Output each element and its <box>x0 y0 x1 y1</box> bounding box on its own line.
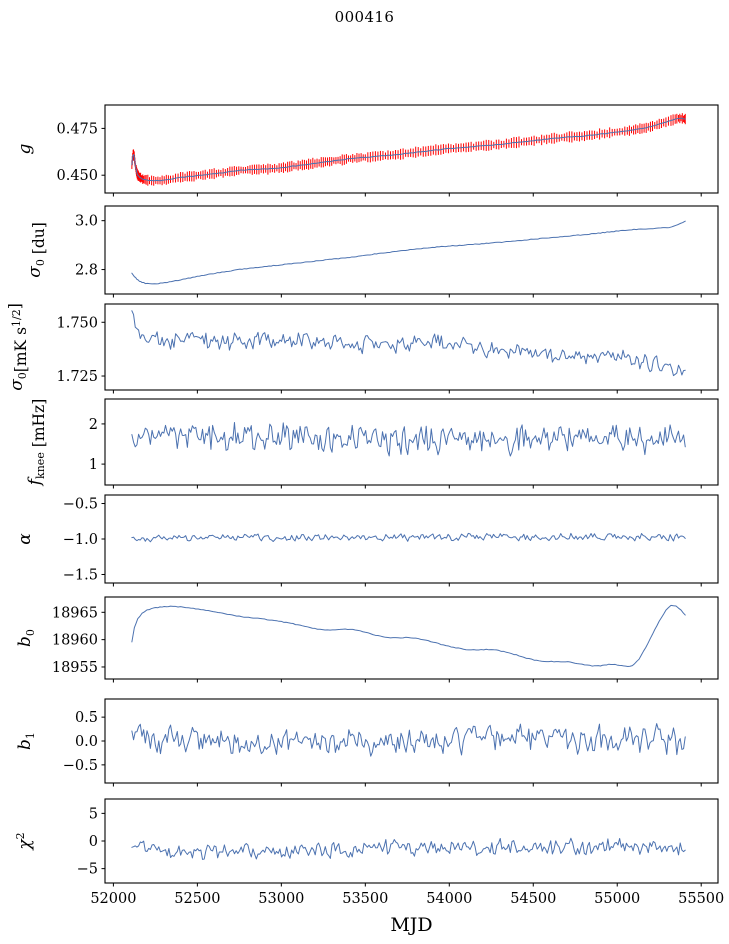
errorbar-group <box>131 113 686 186</box>
panel-b1-6: −0.5 0.0 0.5 b1 <box>15 698 719 787</box>
panel-frame <box>104 596 719 680</box>
y-axis-label: b1 <box>15 732 37 750</box>
data-line-chi2 <box>131 837 686 860</box>
y-axis-label: fknee [mHz] <box>25 399 48 487</box>
y-tick-label: 1 <box>89 457 98 473</box>
x-tick-label: 54000 <box>426 891 472 907</box>
y-axis-label: α <box>15 533 35 545</box>
x-tick-label: 53500 <box>342 891 388 907</box>
data-line-sigma0_mK <box>131 310 686 377</box>
x-tick-label: 52500 <box>174 891 220 907</box>
y-tick-label: −0.5 <box>63 758 98 774</box>
panel-b0-5: 18955 18960 18965 b0 <box>15 596 719 683</box>
y-tick-label: 18955 <box>52 660 98 676</box>
x-tick-label: 55500 <box>678 891 724 907</box>
data-line-alpha <box>131 532 686 543</box>
y-tick-label: −1.5 <box>63 567 98 583</box>
y-tick-label: 3.0 <box>75 214 98 230</box>
panel-0du-1: 2.8 3.0 σ0 [du] <box>25 205 719 298</box>
y-tick-label: 0 <box>89 834 98 850</box>
y-tick-label: 18960 <box>52 633 98 649</box>
data-line-b0 <box>131 604 686 667</box>
y-tick-label: 2.8 <box>75 263 98 279</box>
panel-2-7: −5 0 5 52000 52500 53000 53500 54000 54500 55000 5… <box>14 798 724 907</box>
panel-fkneemHz-3: 1 2 fknee [mHz] <box>25 398 719 489</box>
panel-0mKs12-2: 1.725 1.750 σ0[mK s1/2] <box>6 303 719 394</box>
y-tick-label: 1.725 <box>56 369 98 385</box>
y-axis-label: σ0 [du] <box>25 222 48 278</box>
y-tick-label: 18965 <box>52 605 98 621</box>
panel--4: −0.5 −1.0 −1.5 α <box>15 494 719 587</box>
y-tick-label: 0.5 <box>75 710 98 726</box>
y-tick-label: 5 <box>89 806 98 822</box>
y-tick-label: 0.0 <box>75 734 98 750</box>
y-axis-label: b0 <box>15 629 37 647</box>
y-tick-label: 0.450 <box>56 168 98 184</box>
y-tick-label: −5 <box>77 862 98 878</box>
y-tick-label: −1.0 <box>63 532 98 548</box>
y-tick-label: 2 <box>89 417 98 433</box>
panel-frame <box>104 303 719 391</box>
x-tick-label: 52000 <box>90 891 136 907</box>
panel-frame <box>104 398 719 486</box>
panel-frame <box>104 205 719 295</box>
x-axis-label: MJD <box>390 914 432 936</box>
y-axis-label: σ0[mK s1/2] <box>6 303 30 391</box>
panel-g-0: 0.450 0.475 g <box>15 104 719 197</box>
x-tick-label: 55000 <box>594 891 640 907</box>
x-tick-label: 54500 <box>510 891 556 907</box>
panel-frame <box>104 104 719 194</box>
x-tick-label: 53000 <box>258 891 304 907</box>
panel-frame <box>104 798 719 884</box>
data-line-f_knee <box>131 422 686 457</box>
data-line-g <box>131 117 686 182</box>
y-axis-label: χ2 <box>14 832 35 850</box>
figure-title: 000416 <box>334 8 395 26</box>
data-line-sigma0_du <box>131 220 686 285</box>
y-tick-label: 0.475 <box>56 121 98 137</box>
y-axis-label: g <box>15 143 35 154</box>
y-tick-label: 1.750 <box>56 315 98 331</box>
data-line-b1 <box>131 723 686 757</box>
y-tick-label: −0.5 <box>63 497 98 513</box>
